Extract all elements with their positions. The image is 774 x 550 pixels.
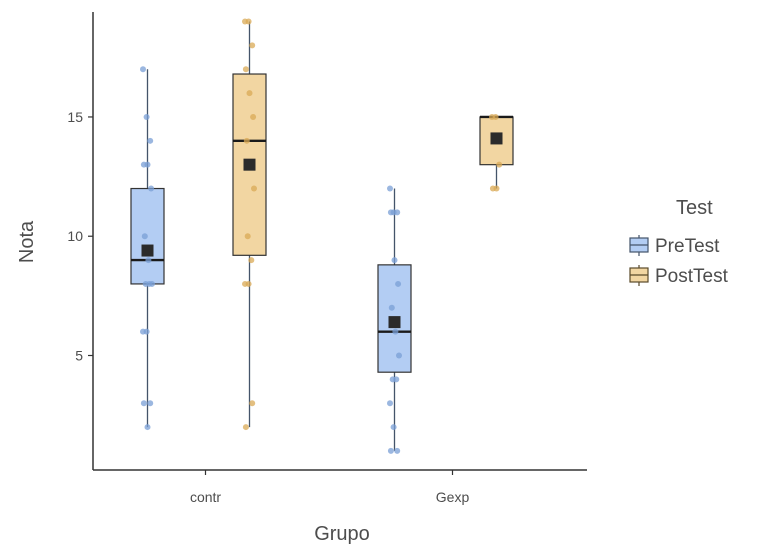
data-point (148, 185, 155, 192)
data-point (395, 280, 402, 287)
legend-item-posttest: PostTest (629, 265, 729, 287)
data-point (246, 90, 253, 97)
data-point (390, 424, 397, 431)
data-point (249, 400, 256, 407)
axes: 5 10 15 contr Gexp (67, 109, 469, 505)
y-tick-label: 15 (67, 109, 83, 125)
data-point (242, 66, 249, 73)
data-point (245, 18, 252, 25)
data-point (493, 185, 500, 192)
data-point (394, 447, 401, 454)
plot-area (130, 18, 514, 454)
box-posttest-gexp (479, 113, 514, 192)
data-point (387, 209, 394, 216)
data-point (496, 161, 503, 168)
x-tick-label: contr (190, 489, 221, 505)
mean-marker (490, 132, 503, 145)
data-point (140, 400, 147, 407)
legend: Test PreTest PostTest (629, 197, 729, 287)
data-point (144, 161, 151, 168)
data-point (243, 137, 250, 144)
data-point (388, 304, 395, 311)
box-pretest-gexp (377, 185, 412, 454)
data-point (392, 328, 399, 335)
data-point (250, 113, 257, 120)
y-tick-label: 10 (67, 228, 83, 244)
data-point (143, 328, 150, 335)
data-point (393, 376, 400, 383)
y-tick-label: 5 (75, 348, 83, 364)
data-point (141, 233, 148, 240)
data-point (146, 280, 153, 287)
x-axis-title: Grupo (314, 523, 370, 545)
mean-marker (141, 244, 154, 257)
data-point (248, 257, 255, 264)
data-point (147, 137, 154, 144)
legend-item-pretest: PreTest (629, 235, 720, 257)
data-point (492, 113, 499, 120)
data-point (394, 209, 401, 216)
data-point (396, 352, 402, 359)
data-point (387, 185, 393, 192)
data-point (249, 42, 256, 49)
legend-title: Test (676, 197, 713, 219)
data-point (144, 424, 151, 431)
data-point (242, 424, 249, 431)
data-point (245, 280, 252, 287)
legend-label-pretest: PreTest (655, 236, 720, 257)
y-axis-title: Nota (16, 220, 38, 263)
mean-marker (388, 316, 401, 329)
data-point (387, 400, 393, 407)
data-point (391, 257, 398, 264)
data-point (140, 66, 146, 73)
box-posttest-contr (232, 18, 267, 431)
box-pretest-contr (130, 66, 165, 431)
data-point (244, 233, 251, 240)
data-point (145, 257, 152, 264)
data-point (251, 185, 257, 192)
data-point (143, 113, 150, 120)
legend-label-posttest: PostTest (655, 266, 729, 287)
x-tick-label: Gexp (436, 489, 470, 505)
mean-marker (243, 158, 256, 171)
data-point (387, 447, 394, 454)
data-point (147, 400, 154, 407)
